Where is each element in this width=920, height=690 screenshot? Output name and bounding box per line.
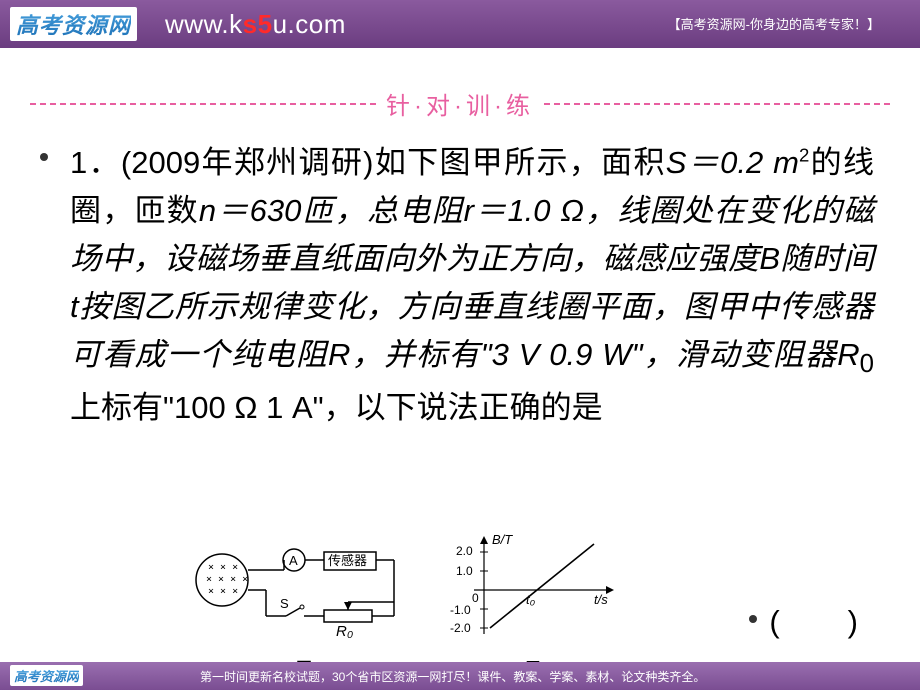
ytick-3: -1.0	[450, 603, 471, 617]
tagline: 【高考资源网-你身边的高考专家！】	[668, 14, 880, 33]
ytick-2: 0	[472, 591, 479, 605]
text-seg-2: S＝0.2 m	[666, 145, 799, 180]
text-seg-6: B随时间	[759, 241, 874, 276]
footer-logo: 高考资源网	[10, 665, 83, 686]
sensor-label: 传感器	[328, 553, 367, 568]
problem-text: 1．(2009年郑州调研)如下图甲所示，面积S＝0.2 m2的线圈，匝数n＝63…	[70, 139, 874, 432]
logo-text: 高考资源网	[16, 8, 131, 40]
figure-panel: × × × × × × × × × × A 传感器 S	[186, 526, 652, 674]
section-title: 针·对·训·练	[376, 86, 544, 121]
ammeter-label: A	[289, 553, 298, 568]
text-seg-8: R，并标有"3 V 0.9 W"，滑动变阻器	[328, 337, 837, 372]
footer-bar: 高考资源网 第一时间更新名校试题，30个省市区资源一网打尽！课件、教案、学案、素…	[0, 662, 920, 690]
footer-text: 第一时间更新名校试题，30个省市区资源一网打尽！课件、教案、学案、素材、论文种类…	[200, 668, 705, 685]
list-bullet	[40, 153, 48, 161]
circuit-svg: × × × × × × × × × × A 传感器 S	[194, 530, 414, 648]
xaxis-label: t/s	[594, 592, 608, 607]
text-seg-4: n＝630匝，总电阻	[199, 193, 464, 228]
problem-content: 1．(2009年郑州调研)如下图甲所示，面积S＝0.2 m2的线圈，匝数n＝63…	[0, 139, 920, 432]
svg-text:× × ×: × × ×	[208, 562, 238, 573]
answer-blank: ( )	[749, 596, 860, 641]
ytick-4: -2.0	[450, 621, 471, 635]
graph-svg: 2.0 1.0 0 -1.0 -2.0 B/T t/s t₀	[444, 530, 624, 648]
svg-text:× × × ×: × × × ×	[206, 574, 248, 585]
switch-label: S	[280, 596, 289, 611]
text-sub: 0	[860, 350, 874, 378]
ytick-0: 2.0	[456, 544, 473, 558]
svg-text:× × ×: × × ×	[208, 586, 238, 597]
text-seg-10: 上标有"100 Ω 1 A"，以下说法正确的是	[70, 390, 603, 425]
circuit-figure: × × × × × × × × × × A 传感器 S	[194, 530, 414, 670]
graph-figure: 2.0 1.0 0 -1.0 -2.0 B/T t/s t₀ 乙	[444, 530, 624, 670]
dash-right	[544, 103, 890, 105]
text-seg-1: 1．(2009年郑州调研)如下图甲所示，面积	[70, 145, 666, 180]
text-sup: 2	[799, 145, 809, 166]
ytick-1: 1.0	[456, 564, 473, 578]
site-logo: 高考资源网	[10, 7, 137, 41]
r0-label: R₀	[336, 623, 353, 640]
url-part-highlight: s5	[243, 9, 273, 39]
yaxis-label: B/T	[492, 532, 513, 547]
section-divider: 针·对·训·练	[30, 86, 890, 121]
url-part-1: www.k	[165, 9, 243, 39]
text-seg-9: R	[837, 337, 859, 372]
header-bar: 高考资源网 www.ks5u.com 【高考资源网-你身边的高考专家！】	[0, 0, 920, 48]
url-part-2: u.com	[273, 9, 346, 39]
site-url: www.ks5u.com	[165, 9, 346, 40]
answer-paren: ( )	[769, 596, 860, 641]
footer-logo-text: 高考资源网	[14, 669, 79, 684]
answer-bullet	[749, 615, 757, 623]
dash-left	[30, 103, 376, 105]
